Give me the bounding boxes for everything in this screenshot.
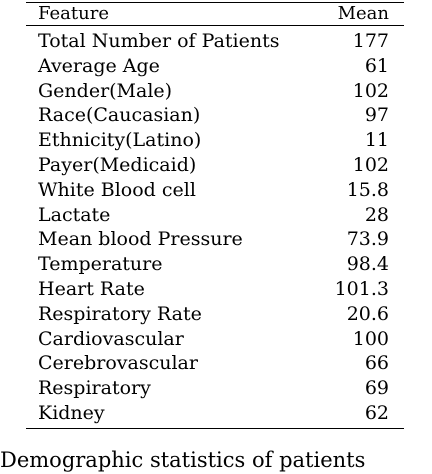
feature-cell: Payer(Medicaid) xyxy=(38,153,197,176)
mean-cell: 15.8 xyxy=(346,178,389,201)
feature-cell: Heart Rate xyxy=(38,277,145,300)
feature-cell: Cerebrovascular xyxy=(38,352,198,375)
table-row: Temperature 98.4 xyxy=(26,252,404,277)
feature-cell: Average Age xyxy=(38,54,160,77)
feature-cell: Cardiovascular xyxy=(38,327,184,350)
mean-cell: 100 xyxy=(352,327,389,350)
feature-cell: Respiratory xyxy=(38,377,151,400)
feature-cell: Ethnicity(Latino) xyxy=(38,129,202,152)
table-row: Total Number of Patients 177 xyxy=(26,26,404,54)
feature-cell: Gender(Male) xyxy=(38,79,173,102)
feature-cell: Kidney xyxy=(38,401,105,424)
mean-cell: 20.6 xyxy=(346,302,389,325)
table-row: Heart Rate 101.3 xyxy=(26,277,404,302)
table-row: Lactate 28 xyxy=(26,203,404,228)
feature-cell: White Blood cell xyxy=(38,178,196,201)
mean-cell: 62 xyxy=(364,401,389,424)
table-row: Payer(Medicaid) 102 xyxy=(26,153,404,178)
mean-cell: 102 xyxy=(352,79,389,102)
feature-cell: Mean blood Pressure xyxy=(38,228,243,251)
table-row: Mean blood Pressure 73.9 xyxy=(26,227,404,252)
header-mean: Mean xyxy=(337,3,389,24)
table-row: Cerebrovascular 66 xyxy=(26,351,404,376)
header-row: Feature Mean xyxy=(26,2,404,26)
mean-cell: 61 xyxy=(364,54,389,77)
feature-cell: Race(Caucasian) xyxy=(38,104,201,127)
feature-cell: Lactate xyxy=(38,203,111,226)
table-row: Gender(Male) 102 xyxy=(26,79,404,104)
mean-cell: 28 xyxy=(364,203,389,226)
demographic-statistics-table: Feature Mean Total Number of Patients 177… xyxy=(26,2,404,429)
table-row: Respiratory 69 xyxy=(26,376,404,401)
table-row: Cardiovascular 100 xyxy=(26,327,404,352)
table-header: Feature Mean xyxy=(26,2,404,26)
feature-cell: Temperature xyxy=(38,253,163,276)
mean-cell: 11 xyxy=(364,129,389,152)
table-caption: Demographic statistics of patients xyxy=(0,448,366,472)
mean-cell: 98.4 xyxy=(346,253,389,276)
table-row: Race(Caucasian) 97 xyxy=(26,103,404,128)
mean-cell: 69 xyxy=(364,377,389,400)
feature-cell: Respiratory Rate xyxy=(38,302,202,325)
table-body: Total Number of Patients 177 Average Age 61… xyxy=(26,26,404,429)
mean-cell: 177 xyxy=(352,30,389,52)
table-row: Respiratory Rate 20.6 xyxy=(26,302,404,327)
table-row: Ethnicity(Latino) 11 xyxy=(26,128,404,153)
mean-cell: 102 xyxy=(352,153,389,176)
mean-cell: 97 xyxy=(364,104,389,127)
mean-cell: 73.9 xyxy=(346,228,389,251)
table-row: White Blood cell 15.8 xyxy=(26,178,404,203)
table-row: Average Age 61 xyxy=(26,54,404,79)
header-feature: Feature xyxy=(38,3,109,24)
mean-cell: 66 xyxy=(364,352,389,375)
table-row: Kidney 62 xyxy=(26,401,404,428)
mean-cell: 101.3 xyxy=(334,277,389,300)
feature-cell: Total Number of Patients xyxy=(38,30,280,52)
statistics-table-container: Feature Mean Total Number of Patients 177… xyxy=(26,2,404,429)
